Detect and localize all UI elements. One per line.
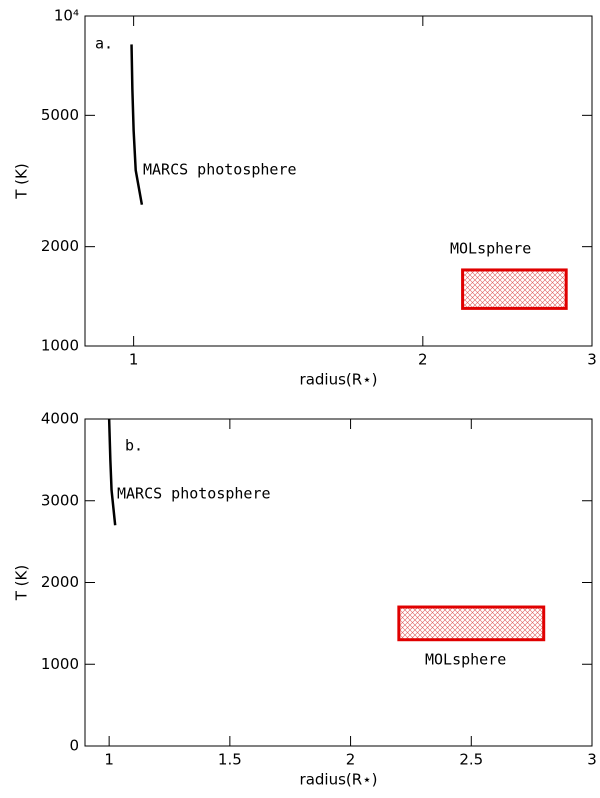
x-tick-label: 1.5: [218, 751, 242, 769]
y-axis-label: T (K): [13, 163, 31, 199]
y-tick-label: 2000: [41, 573, 79, 591]
line: [107, 418, 117, 526]
plot-frame: [84, 15, 593, 347]
x-tick-label: 2: [418, 351, 428, 369]
x-axis-label: radius(R⋆): [300, 771, 378, 789]
x-tick-label: 3: [587, 751, 597, 769]
y-tick-label: 3000: [41, 491, 79, 509]
y-tick-label: 10⁴: [54, 7, 79, 25]
x-tick-label: 2.5: [459, 751, 483, 769]
plot-frame: [84, 418, 593, 747]
y-tick-label: 5000: [41, 106, 79, 124]
x-tick-label: 3: [587, 351, 597, 369]
y-tick-label: 0: [69, 737, 79, 755]
x-tick-label: 1: [129, 351, 139, 369]
y-tick-label: 2000: [41, 237, 79, 255]
y-tick-label: 1000: [41, 655, 79, 673]
y-axis-label: T (K): [13, 565, 31, 601]
y-tick-label: 1000: [41, 337, 79, 355]
x-tick-label: 2: [346, 751, 356, 769]
region: [397, 605, 546, 642]
panel-label: b.: [125, 437, 143, 455]
line: [130, 44, 144, 205]
region-label: MOLsphere: [425, 651, 506, 669]
x-tick-label: 1: [104, 751, 114, 769]
x-axis-label: radius(R⋆): [300, 371, 378, 389]
panel-label: a.: [95, 35, 113, 53]
series-label: MARCS photosphere: [143, 161, 297, 179]
series-label: MARCS photosphere: [117, 485, 271, 503]
region-label: MOLsphere: [450, 240, 531, 258]
region: [461, 268, 568, 310]
y-tick-label: 4000: [41, 410, 79, 428]
